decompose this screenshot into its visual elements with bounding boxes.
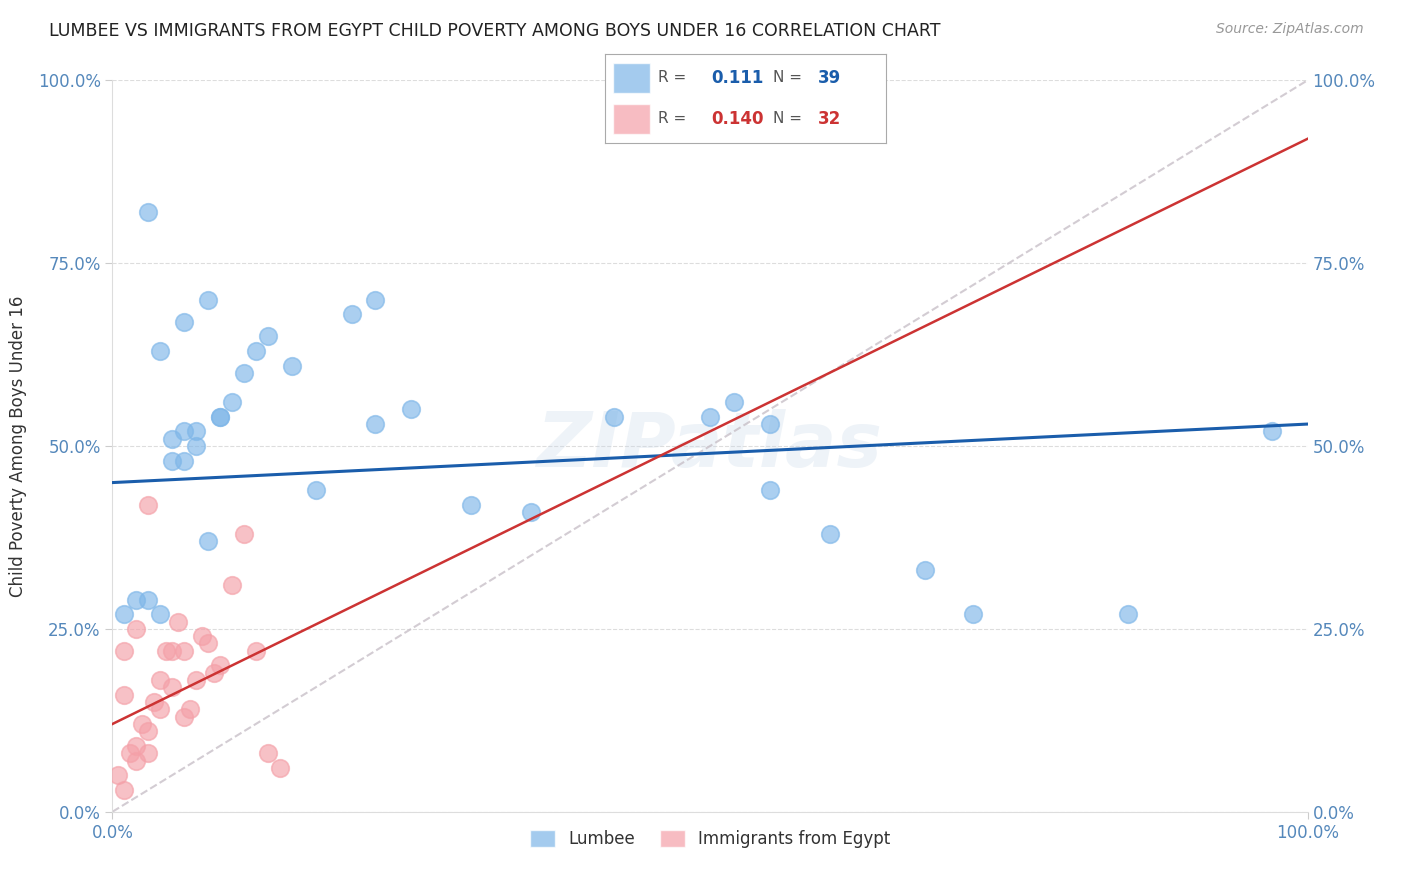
- Point: [603, 409, 626, 424]
- Point: [914, 563, 936, 577]
- Point: [114, 607, 135, 622]
- Point: [149, 607, 172, 622]
- Point: [233, 366, 256, 380]
- Point: [120, 746, 142, 760]
- Point: [245, 644, 267, 658]
- Point: [759, 483, 782, 497]
- Point: [245, 343, 267, 358]
- Point: [125, 622, 148, 636]
- Point: [209, 409, 232, 424]
- Text: R =: R =: [658, 70, 686, 85]
- Point: [723, 395, 745, 409]
- Point: [162, 681, 183, 695]
- Point: [257, 746, 280, 760]
- Point: [191, 629, 214, 643]
- FancyBboxPatch shape: [613, 63, 650, 93]
- Point: [138, 746, 160, 760]
- Point: [1118, 607, 1140, 622]
- Point: [138, 498, 160, 512]
- Point: [179, 702, 201, 716]
- Point: [162, 644, 183, 658]
- Point: [173, 315, 195, 329]
- Point: [209, 409, 232, 424]
- Point: [269, 761, 291, 775]
- Point: [173, 453, 195, 467]
- Text: LUMBEE VS IMMIGRANTS FROM EGYPT CHILD POVERTY AMONG BOYS UNDER 16 CORRELATION CH: LUMBEE VS IMMIGRANTS FROM EGYPT CHILD PO…: [49, 22, 941, 40]
- Point: [699, 409, 721, 424]
- Point: [1261, 425, 1284, 439]
- Point: [340, 307, 363, 321]
- Point: [149, 343, 172, 358]
- FancyBboxPatch shape: [613, 104, 650, 134]
- Point: [138, 205, 160, 219]
- Point: [125, 739, 148, 753]
- Point: [759, 417, 782, 431]
- Point: [173, 425, 195, 439]
- Point: [155, 644, 177, 658]
- Text: 39: 39: [818, 69, 842, 87]
- Point: [173, 644, 195, 658]
- Point: [364, 417, 387, 431]
- Point: [460, 498, 482, 512]
- Point: [209, 658, 232, 673]
- Y-axis label: Child Poverty Among Boys Under 16: Child Poverty Among Boys Under 16: [8, 295, 27, 597]
- Point: [186, 673, 208, 687]
- Point: [197, 534, 219, 549]
- Point: [149, 702, 172, 716]
- Point: [125, 754, 148, 768]
- Point: [520, 505, 543, 519]
- Point: [221, 395, 243, 409]
- Point: [173, 709, 195, 723]
- Point: [162, 432, 183, 446]
- Point: [143, 695, 166, 709]
- Point: [221, 578, 243, 592]
- Point: [131, 717, 153, 731]
- Point: [107, 768, 129, 782]
- Text: 32: 32: [818, 110, 842, 128]
- Point: [962, 607, 984, 622]
- Point: [197, 293, 219, 307]
- Point: [257, 329, 280, 343]
- Text: Source: ZipAtlas.com: Source: ZipAtlas.com: [1216, 22, 1364, 37]
- Point: [138, 724, 160, 739]
- Point: [305, 483, 328, 497]
- Point: [125, 592, 148, 607]
- Point: [202, 665, 225, 680]
- Point: [114, 782, 135, 797]
- Point: [364, 293, 387, 307]
- Point: [149, 673, 172, 687]
- Text: N =: N =: [773, 112, 803, 126]
- Text: ZIPatlas: ZIPatlas: [537, 409, 883, 483]
- Text: N =: N =: [773, 70, 803, 85]
- Text: 0.111: 0.111: [711, 69, 763, 87]
- Point: [401, 402, 423, 417]
- Point: [167, 615, 190, 629]
- Text: 0.140: 0.140: [711, 110, 763, 128]
- Point: [186, 439, 208, 453]
- Point: [138, 592, 160, 607]
- Point: [281, 359, 304, 373]
- Point: [197, 636, 219, 650]
- Point: [233, 526, 256, 541]
- Point: [162, 453, 183, 467]
- Legend: Lumbee, Immigrants from Egypt: Lumbee, Immigrants from Egypt: [523, 823, 897, 855]
- Text: R =: R =: [658, 112, 686, 126]
- Point: [818, 526, 841, 541]
- Point: [114, 644, 135, 658]
- Point: [114, 688, 135, 702]
- Point: [186, 425, 208, 439]
